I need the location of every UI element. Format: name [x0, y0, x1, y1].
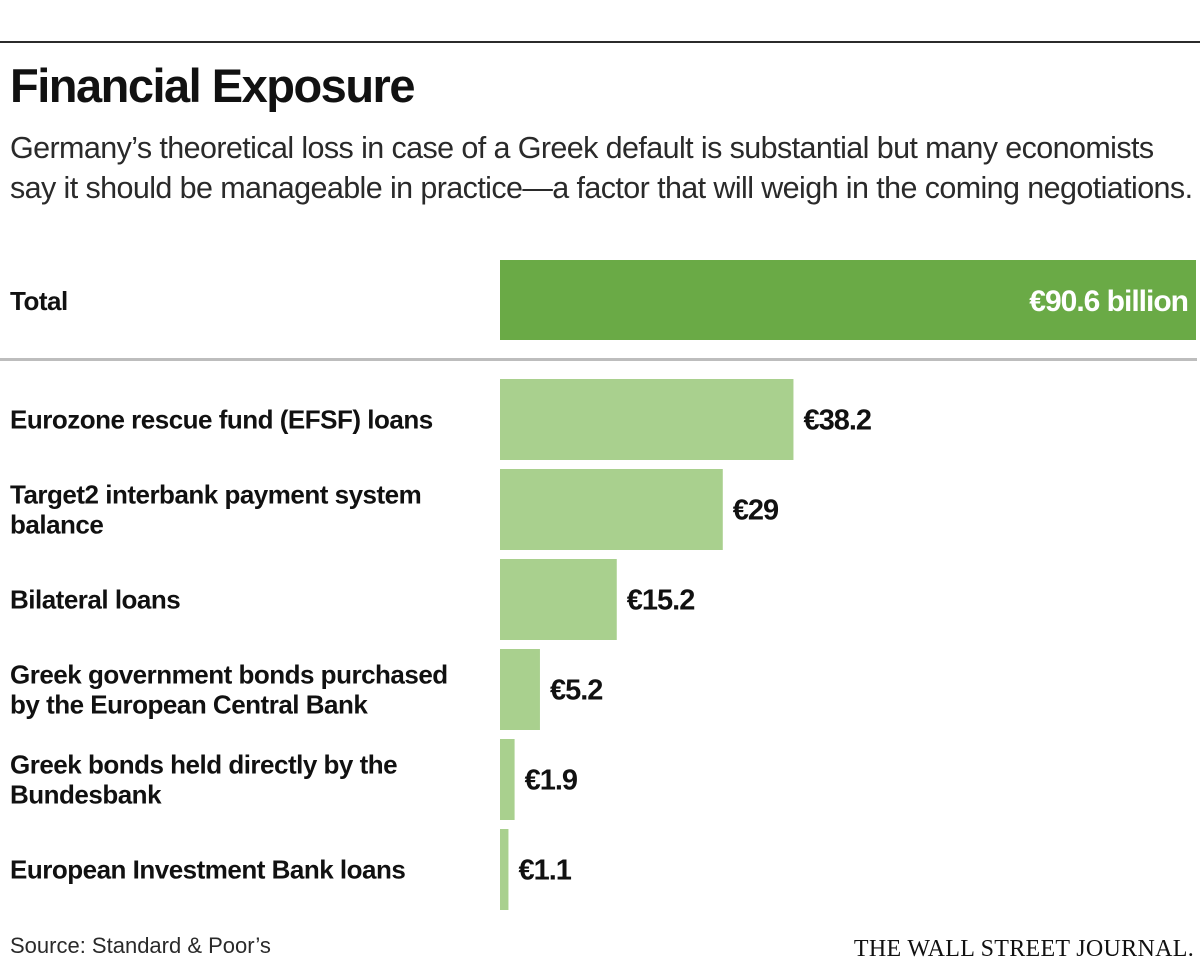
category-label-2: Target2 interbank payment system balance	[10, 480, 421, 540]
total-category-label: Total	[10, 286, 68, 316]
category-label-4: Greek government bonds purchased by the E…	[10, 660, 448, 720]
source-note: Source: Standard & Poor’s	[10, 933, 271, 958]
value-label-4: €5.2	[550, 675, 602, 707]
category-label-3: Bilateral loans	[10, 585, 180, 615]
value-label-6: €1.1	[518, 855, 571, 887]
chart-subtitle: Germany’s theoretical loss in case of a …	[10, 131, 1193, 205]
bar-5	[500, 739, 515, 820]
value-label-1: €38.2	[803, 405, 871, 437]
value-label-5: €1.9	[525, 765, 578, 797]
chart-title: Financial Exposure	[10, 59, 415, 112]
bar-3	[500, 559, 617, 640]
bar-1	[500, 379, 794, 460]
total-bar	[500, 260, 1196, 340]
top-rule	[0, 41, 1200, 43]
category-label-5: Greek bonds held directly by the Bundesba…	[10, 750, 397, 810]
total-value-label: €90.6 billion	[1029, 285, 1188, 318]
bar-4	[500, 649, 540, 730]
category-label-6: European Investment Bank loans	[10, 855, 405, 885]
total-divider	[0, 358, 1197, 361]
value-label-3: €15.2	[627, 585, 695, 617]
bar-6	[500, 829, 509, 910]
publisher-logo: THE WALL STREET JOURNAL.	[853, 936, 1194, 962]
value-label-2: €29	[733, 495, 779, 527]
category-label-1: Eurozone rescue fund (EFSF) loans	[10, 405, 433, 435]
bar-2	[500, 469, 723, 550]
